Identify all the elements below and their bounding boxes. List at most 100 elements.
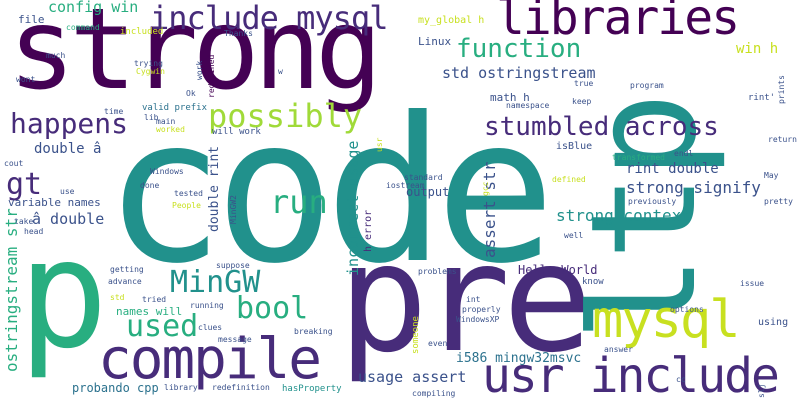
word-ostringstream-str: ostringstream str (2, 208, 21, 372)
word-return: return (768, 135, 797, 144)
word-happens: happens (10, 107, 129, 140)
word-time: time (104, 107, 124, 116)
word-gt: gt (6, 167, 43, 202)
word-run: run (270, 183, 328, 221)
word-standard: standard (404, 173, 443, 182)
word-mingw2: MinGW2 (229, 195, 238, 224)
word-compile: compile (98, 327, 322, 392)
word-someone: someone (411, 316, 421, 354)
word-use: use (60, 187, 75, 196)
word-usr: usr (375, 137, 384, 152)
word-redefined: redefined (207, 54, 216, 98)
word-usr-include: usr include (482, 348, 780, 400)
word-advance: advance (108, 277, 142, 286)
word-hasproperty: hasProperty (282, 384, 342, 394)
word-gcc: gcc (481, 181, 490, 196)
word-options: options (670, 305, 704, 314)
word-command: command (66, 23, 100, 32)
word-slj: slj (757, 383, 766, 398)
word-prints: prints (777, 75, 786, 104)
word-assert-str: assert str (480, 161, 499, 258)
word-double-a: double â (34, 141, 102, 157)
word-lib: lib (144, 113, 159, 122)
word-ok: Ok (186, 89, 196, 98)
word-main: main (156, 117, 176, 126)
word-getting: getting (110, 265, 144, 274)
word-valid-prefix: valid prefix (142, 103, 208, 113)
word-endl: endl (674, 149, 694, 158)
word-people: People (172, 201, 201, 210)
word-h-error: h error (363, 209, 374, 252)
word-trying: trying (134, 59, 163, 68)
word-keep: keep (572, 97, 592, 106)
word-pre: pre (338, 212, 593, 386)
word-program: program (630, 81, 664, 90)
word-code: code (104, 75, 556, 308)
word-breaking: breaking (294, 327, 333, 336)
word-strong-signify: strong signify (626, 178, 761, 197)
word-output: output (406, 185, 450, 199)
word-may: May (764, 171, 779, 180)
word-win-h: win h (736, 41, 779, 57)
word-my-global-h: my_global h (418, 15, 485, 26)
word-defined: defined (552, 175, 586, 184)
word-usage-assert: usage assert (358, 368, 467, 386)
word-include-mysql: include mysql (150, 0, 388, 37)
word-wont: wont (16, 75, 36, 84)
word-possibly: possibly (208, 97, 363, 135)
word-tested: tested (174, 189, 203, 198)
word-hello-world: Hello World (518, 263, 598, 277)
word-transformed: transformed (612, 153, 665, 162)
word-strong: strong (8, 0, 383, 115)
word-redefinition: redefinition (212, 383, 270, 392)
word-windowsxp: WindowsXP (456, 315, 500, 324)
word-library: library (164, 383, 198, 392)
word-true: true (574, 79, 594, 88)
word-linux: Linux (418, 35, 452, 48)
word-std: std (110, 293, 125, 302)
word-libraries: libraries (496, 0, 740, 46)
word-config-win: config win (48, 0, 139, 16)
word-iostream: iostream (386, 181, 425, 190)
word-math-h: math h (490, 91, 530, 104)
word-bool: bool (236, 291, 309, 326)
word-variable-names: variable names (8, 196, 101, 209)
word-isblue: isBlue (556, 141, 593, 152)
word-cc: cc (676, 375, 686, 384)
word-well: well (564, 231, 584, 240)
word-previously: previously (628, 197, 677, 206)
word-cout: cout (4, 159, 24, 168)
word-i586: i586 mingw32msvc (456, 351, 582, 366)
word-used: used (126, 309, 199, 344)
word-message: message (218, 335, 252, 344)
word-namespace: namespace (506, 101, 550, 110)
word-much: much (46, 51, 66, 60)
word-windows: Windows (150, 167, 184, 176)
word-problems: problems (418, 267, 457, 276)
word-names-will: names will (116, 305, 183, 318)
word-done: done (140, 181, 160, 190)
word-std-ostringstream: std ostringstream (442, 64, 596, 82)
word-know: know (582, 277, 604, 287)
word-w: w (278, 67, 283, 76)
word-clues: clues (198, 323, 223, 332)
word-thanks: Thanks (224, 29, 253, 38)
word-using: using (758, 317, 789, 328)
word-probando-cpp: probando cpp (72, 381, 159, 395)
word-included: included (120, 27, 164, 37)
word-a-double: â double (32, 210, 105, 228)
word-answer: answer (604, 345, 633, 354)
word-even: even (428, 339, 448, 348)
word-compiling: compiling (412, 389, 456, 398)
word-stumbled-across: stumbled across (484, 112, 719, 142)
word-mysql: mysql (592, 290, 741, 350)
word-tried: tried (142, 295, 167, 304)
word-cygwin: Cygwin (136, 67, 165, 76)
word-take: take (14, 217, 34, 226)
word-double-rint: double rint (207, 145, 222, 232)
word-strong-context: strong context (556, 206, 691, 225)
word-worked: worked (156, 125, 185, 134)
word-running: running (190, 301, 224, 310)
word-properly: properly (462, 305, 501, 314)
